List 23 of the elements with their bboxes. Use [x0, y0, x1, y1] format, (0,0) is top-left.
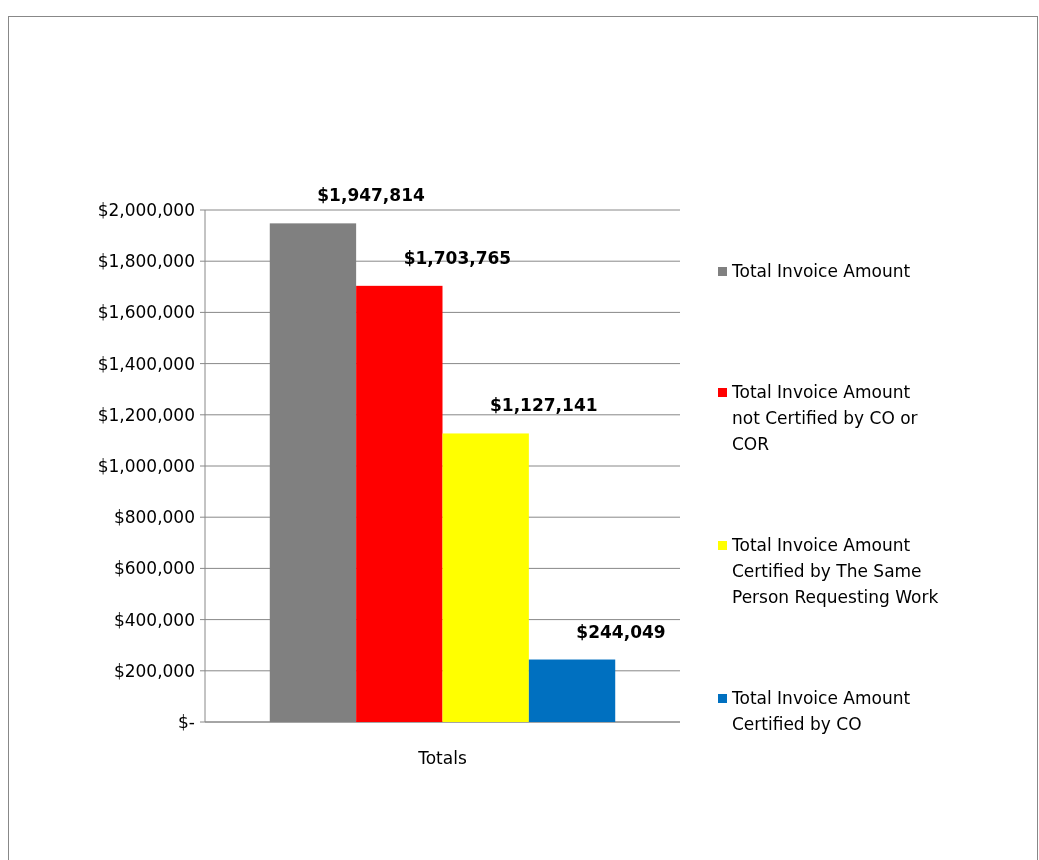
- y-tick-label: $-: [178, 711, 195, 732]
- y-tick-label: $800,000: [113, 507, 195, 528]
- y-tick-label: $400,000: [113, 609, 195, 630]
- legend-label: Total Invoice Amount Certified by CO: [731, 688, 911, 734]
- data-label: $244,049: [576, 621, 666, 642]
- bar: [528, 659, 616, 722]
- y-tick-label: $1,400,000: [97, 353, 195, 374]
- y-tick-label: $2,000,000: [97, 199, 195, 220]
- y-tick-label: $1,200,000: [97, 404, 195, 425]
- y-tick-label: $1,800,000: [97, 251, 195, 272]
- bar: [442, 433, 529, 722]
- data-label: $1,703,765: [403, 247, 512, 268]
- y-tick-label: $200,000: [113, 660, 195, 681]
- y-tick-label: $1,600,000: [97, 302, 195, 323]
- legend-label: Total Invoice Amount Certified by The Same Person Requesting Work: [731, 535, 939, 607]
- x-tick-label: Totals: [417, 748, 467, 768]
- legend-label: Total Invoice Amount not Certified by CO or COR: [731, 382, 918, 454]
- y-tick-label: $1,000,000: [97, 455, 195, 476]
- legend-label: Total Invoice Amount: [731, 261, 911, 281]
- data-label: $1,947,814: [317, 185, 425, 206]
- data-label: $1,127,141: [490, 395, 598, 416]
- y-tick-label: $600,000: [113, 558, 195, 579]
- bar: [356, 285, 443, 722]
